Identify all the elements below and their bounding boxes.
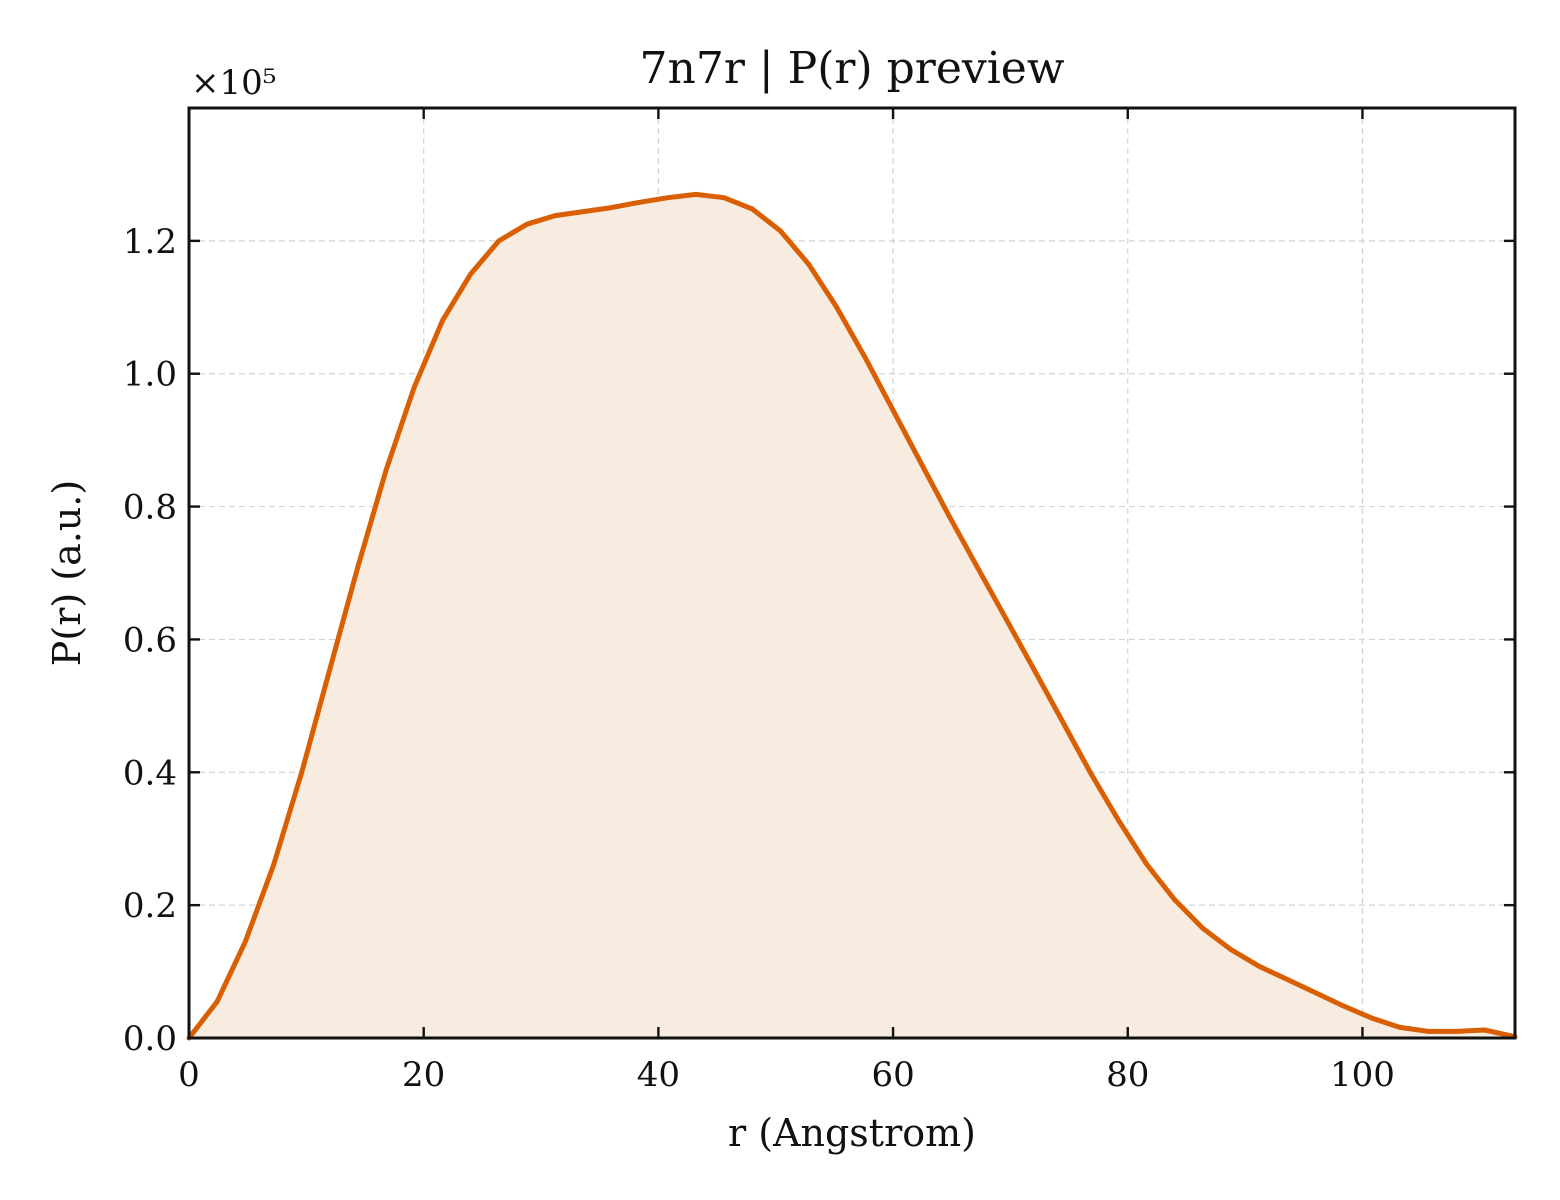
x-tick-label: 40	[637, 1055, 680, 1095]
y-tick-label: 1.0	[123, 355, 177, 395]
y-axis-label: P(r) (a.u.)	[45, 480, 89, 666]
x-tick-label: 100	[1330, 1055, 1395, 1095]
x-axis-label: r (Angstrom)	[728, 1111, 976, 1155]
y-tick-label: 0.2	[123, 886, 177, 926]
y-tick-label: 0.0	[123, 1019, 177, 1059]
x-tick-label: 0	[178, 1055, 200, 1095]
x-tick-label: 60	[871, 1055, 914, 1095]
ticks: 0 20 40 60 80 100 0.0 0.2 0.4 0.6 0.8 1.0 1.2	[123, 108, 1515, 1095]
y-tick-label: 0.8	[123, 488, 177, 528]
y-tick-label: 0.4	[123, 753, 177, 793]
y-axis-multiplier: ×10⁵	[191, 63, 276, 103]
y-tick-label: 1.2	[123, 222, 177, 262]
plot-frame	[187, 106, 1517, 1040]
x-tick-label: 20	[402, 1055, 445, 1095]
area-fill	[189, 194, 1515, 1038]
chart-title: 7n7r | P(r) preview	[640, 43, 1065, 94]
series-line	[186, 191, 1518, 1041]
x-tick-label: 80	[1106, 1055, 1149, 1095]
y-tick-label: 0.6	[123, 620, 177, 660]
